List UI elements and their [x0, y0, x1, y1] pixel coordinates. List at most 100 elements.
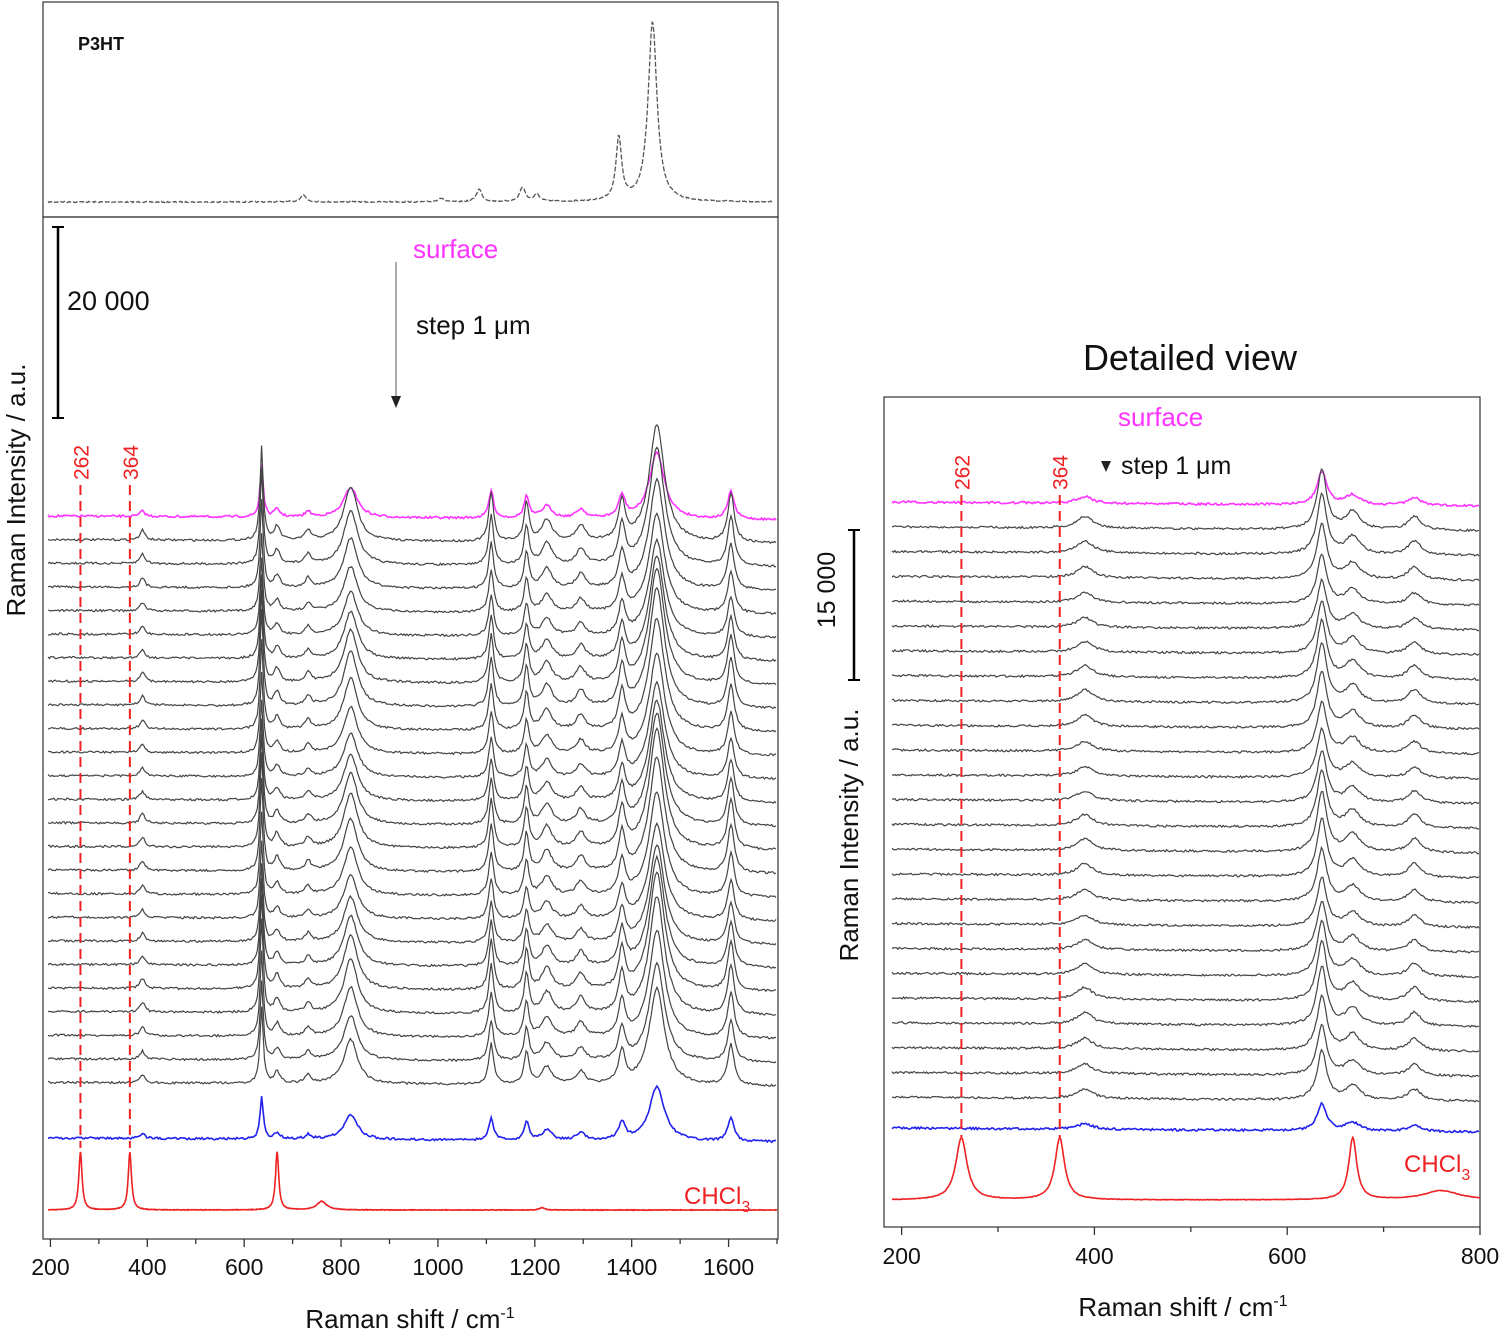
detail-spectrum-depth-11: [891, 726, 1480, 781]
main-spectrum-depth-3: [47, 477, 777, 591]
main-panel: 262 364 200 400 600 800 1000 1200 1400 1600 20 0…: [1, 216, 779, 1334]
main-x-tick-label-800: 800: [322, 1254, 360, 1280]
detail-spectrum-depth-20: [891, 939, 1480, 1003]
p3ht-panel: P3HT: [42, 1, 779, 218]
main-y-axis-label: Raman Intensity / a.u.: [1, 364, 31, 617]
detail-x-tick-label-200: 200: [882, 1243, 920, 1269]
detail-spectrum-deepest: [891, 1101, 1480, 1134]
detail-x-axis-label-superscript: -1: [1273, 1293, 1287, 1310]
detail-spectrum-depth-22: [891, 993, 1480, 1053]
detail-scale-bar-label: 15 000: [813, 552, 841, 628]
main-spectrum-depth-4: [47, 512, 777, 615]
main-spectrum-depth-9: [47, 617, 777, 733]
main-spectrum-depth-18: [47, 844, 777, 946]
detail-spectrum-depth-1: [891, 468, 1480, 533]
main-spectrum-depth-20: [47, 871, 777, 993]
detail-spectrum-depth-19: [891, 919, 1479, 979]
main-spectrum-deepest: [47, 1084, 777, 1144]
detail-chcl3-subscript: 3: [1461, 1167, 1470, 1184]
main-spectra-group: [47, 423, 778, 1212]
main-spectrum-chcl3: [48, 1151, 778, 1212]
detail-spectrum-depth-2: [891, 492, 1480, 557]
detail-spectrum-depth-8: [891, 642, 1480, 706]
detail-spectrum-depth-6: [891, 600, 1480, 656]
main-reference-label-262: 262: [70, 445, 93, 480]
detail-spectrum-depth-13: [891, 769, 1480, 830]
main-x-tick-label-400: 400: [128, 1254, 166, 1280]
detail-spectrum-depth-17: [891, 876, 1480, 929]
p3ht-frame: [42, 1, 779, 218]
main-spectrum-depth-23: [47, 961, 777, 1064]
detail-surface-label: surface: [1118, 402, 1203, 432]
p3ht-spectrum: [47, 21, 773, 204]
main-x-axis-label-superscript: -1: [500, 1305, 514, 1322]
detail-spectrum-depth-23: [891, 1023, 1480, 1078]
detail-spectrum-surface: [891, 470, 1480, 508]
main-spectrum-depth-8: [47, 586, 777, 710]
detail-spectrum-depth-12: [891, 750, 1480, 806]
main-spectrum-depth-12: [47, 699, 777, 804]
main-spectrum-depth-19: [47, 854, 777, 969]
detail-x-tick-label-600: 600: [1268, 1243, 1306, 1269]
main-chcl3-subscript: 3: [741, 1199, 750, 1216]
detail-spectra-group: [891, 468, 1481, 1201]
detail-spectrum-depth-24: [891, 1048, 1480, 1103]
detail-spectrum-depth-14: [891, 790, 1480, 855]
main-x-axis: 200 400 600 800 1000 1200 1400 1600: [31, 1239, 778, 1280]
detail-title: Detailed view: [1083, 337, 1298, 378]
detail-x-axis: 200 400 600 800: [882, 1227, 1499, 1269]
main-step-arrowhead: [391, 396, 401, 408]
main-spectrum-depth-5: [47, 537, 777, 639]
detail-spectrum-depth-5: [891, 577, 1480, 632]
main-reference-label-364: 364: [120, 445, 143, 480]
main-step-label: step 1 μm: [416, 310, 531, 340]
detail-spectrum-depth-10: [891, 700, 1480, 756]
main-spectrum-depth-7: [47, 567, 777, 686]
main-frame: [42, 216, 779, 1240]
main-x-axis-label: Raman shift / cm-1: [305, 1304, 514, 1334]
detail-frame: [883, 396, 1481, 1228]
p3ht-spectrum-group: [47, 21, 773, 204]
main-spectrum-depth-10: [47, 652, 777, 757]
detail-reference-lines: 262 364: [951, 455, 1073, 1138]
main-spectrum-depth-21: [47, 896, 777, 1016]
main-spectrum-depth-13: [47, 712, 777, 828]
detail-spectrum-depth-18: [891, 900, 1480, 954]
main-spectrum-depth-11: [47, 680, 777, 781]
detail-spectrum-depth-4: [891, 553, 1480, 607]
detail-panel: Detailed view 262 364 200 400 600 800 15 000…: [813, 337, 1499, 1322]
detail-x-tick-label-400: 400: [1075, 1243, 1113, 1269]
p3ht-label: P3HT: [78, 34, 124, 54]
detail-y-axis-label: Raman Intensity / a.u.: [834, 709, 864, 962]
main-spectrum-depth-14: [48, 727, 777, 851]
detail-spectrum-depth-21: [891, 965, 1479, 1028]
detail-reference-label-262: 262: [951, 455, 974, 490]
detail-chcl3-label: CHCl3: [1404, 1151, 1470, 1184]
detail-spectrum-chcl3: [891, 1135, 1481, 1201]
detail-spectrum-depth-16: [891, 845, 1480, 905]
main-reference-lines: 262 364: [70, 445, 143, 1148]
main-x-tick-label-1400: 1400: [606, 1254, 657, 1280]
detail-spectrum-depth-9: [891, 670, 1480, 731]
main-x-tick-label-1200: 1200: [509, 1254, 560, 1280]
detail-reference-label-364: 364: [1050, 455, 1073, 490]
main-spectrum-depth-2: [47, 446, 777, 568]
main-spectrum-depth-1: [47, 423, 777, 545]
main-x-tick-label-600: 600: [225, 1254, 263, 1280]
main-x-tick-label-1000: 1000: [412, 1254, 463, 1280]
main-x-tick-label-1600: 1600: [703, 1254, 754, 1280]
main-chcl3-label: CHCl3: [684, 1183, 750, 1216]
main-x-tick-label-200: 200: [31, 1254, 69, 1280]
main-spectrum-depth-24: [47, 985, 777, 1088]
main-spectrum-depth-16: [47, 791, 777, 899]
main-spectrum-depth-22: [47, 929, 777, 1040]
detail-x-tick-label-800: 800: [1461, 1243, 1499, 1269]
main-scale-bar-label: 20 000: [67, 286, 150, 316]
main-surface-label: surface: [413, 234, 498, 264]
main-spectrum-depth-15: [47, 756, 777, 875]
detail-step-arrowhead: [1101, 461, 1111, 472]
detail-spectrum-depth-15: [891, 817, 1480, 880]
main-spectrum-depth-17: [47, 821, 777, 922]
detail-spectrum-depth-3: [891, 522, 1480, 582]
